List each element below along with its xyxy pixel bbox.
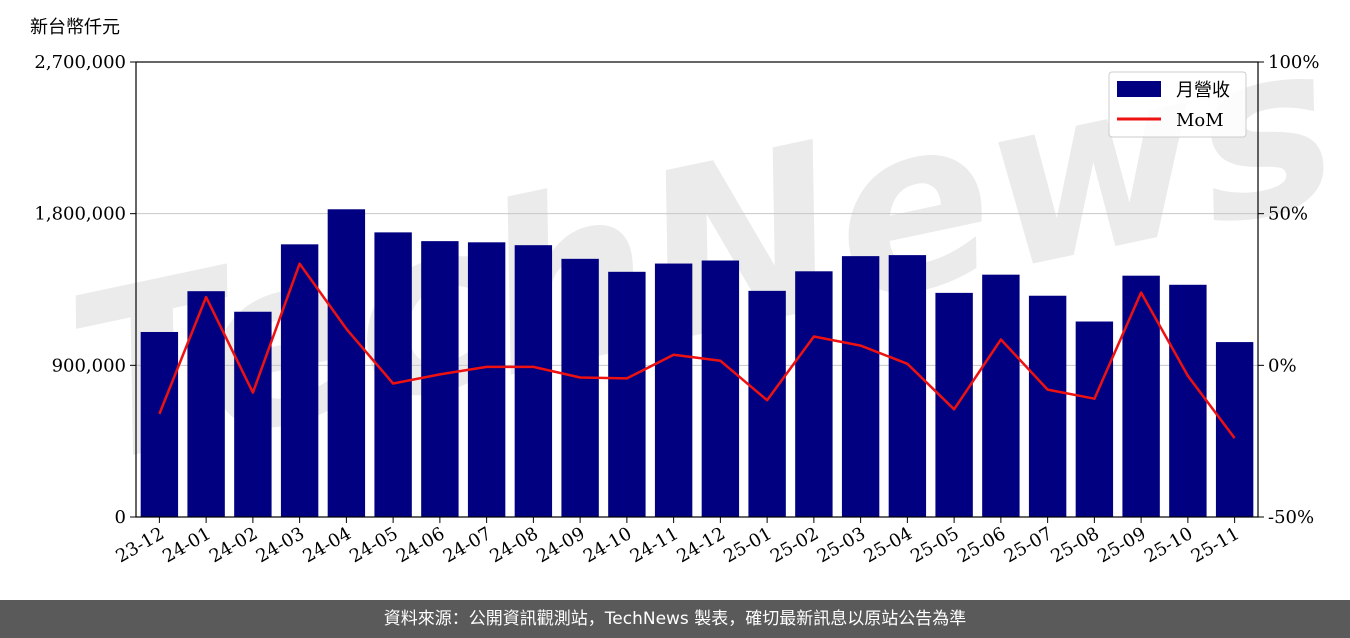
x-tick-label: 25-03 <box>814 523 869 567</box>
x-tick-label: 24-05 <box>346 523 401 567</box>
revenue-bar <box>888 255 927 517</box>
x-tick-label: 24-07 <box>440 523 495 567</box>
revenue-bar <box>608 271 646 517</box>
revenue-bar <box>467 242 506 517</box>
revenue-bar <box>1215 342 1254 517</box>
x-tick-label: 24-12 <box>673 523 728 567</box>
x-tick-label: 24-04 <box>299 523 354 567</box>
legend: 月營收 MoM <box>1108 71 1247 138</box>
y-unit-label: 新台幣仟元 <box>30 17 120 38</box>
x-tick-label: 25-02 <box>767 523 822 567</box>
revenue-bar <box>841 256 880 517</box>
revenue-bar <box>514 245 553 517</box>
x-tick-label: 25-05 <box>907 523 962 567</box>
revenue-bar <box>1122 275 1160 517</box>
x-tick-label: 24-09 <box>533 523 588 567</box>
plot-frame <box>135 61 1259 518</box>
x-tick-label: 24-11 <box>627 523 682 567</box>
left-tick-label: 0 <box>115 507 126 528</box>
x-tick-label: 25-08 <box>1047 523 1102 567</box>
revenue-bar <box>701 260 740 517</box>
revenue-bar <box>654 263 693 517</box>
left-tick-label: 2,700,000 <box>34 52 126 73</box>
revenue-chart: TechNews 0900,0001,800,0002,700,000-50%0… <box>30 0 1350 567</box>
revenue-bar <box>1075 321 1114 517</box>
revenue-bar <box>327 209 366 517</box>
mom-line-series <box>158 262 1236 439</box>
legend-bar-swatch <box>1117 81 1161 97</box>
right-tick-label: 50% <box>1268 204 1308 225</box>
x-tick-label: 25-10 <box>1141 523 1196 567</box>
left-tick-label: 900,000 <box>52 355 126 376</box>
revenue-bar <box>1169 284 1207 517</box>
revenue-bar <box>561 258 599 517</box>
x-tick-label: 24-10 <box>580 523 635 567</box>
left-tick-label: 1,800,000 <box>34 204 126 225</box>
source-footer: 資料來源：公開資訊觀測站，TechNews 製表，確切最新訊息以原站公告為準 <box>0 600 1350 638</box>
x-tick-label: 24-03 <box>253 523 308 567</box>
x-tick-label: 25-11 <box>1188 523 1243 567</box>
x-tick-label: 25-04 <box>860 523 915 567</box>
x-tick-label: 24-01 <box>159 523 214 567</box>
right-tick-label: 100% <box>1268 52 1319 73</box>
x-tick-label: 24-02 <box>206 523 261 567</box>
right-tick-label: 0% <box>1268 355 1297 376</box>
revenue-bar <box>374 232 412 517</box>
revenue-bar <box>748 290 786 517</box>
grid-lines <box>136 213 1258 366</box>
x-tick-label: 25-06 <box>954 523 1009 567</box>
revenue-bar <box>234 311 272 517</box>
revenue-bar <box>935 292 973 517</box>
revenue-bar <box>140 331 179 517</box>
revenue-bar <box>982 274 1020 517</box>
revenue-bar <box>280 244 319 517</box>
right-tick-label: -50% <box>1268 507 1314 528</box>
x-tick-label: 25-01 <box>720 523 775 567</box>
legend-bar-label: 月營收 <box>1176 80 1230 101</box>
x-tick-label: 23-12 <box>112 523 167 567</box>
x-tick-label: 25-07 <box>1001 523 1056 567</box>
legend-line-label: MoM <box>1176 110 1224 131</box>
bar-series <box>140 209 1254 517</box>
x-tick-label: 25-09 <box>1094 523 1149 567</box>
revenue-bar <box>795 271 833 517</box>
revenue-bar <box>1028 295 1067 517</box>
x-tick-label: 24-08 <box>486 523 541 567</box>
revenue-bar <box>421 241 459 517</box>
mom-line <box>158 262 1236 439</box>
x-tick-label: 24-06 <box>393 523 448 567</box>
